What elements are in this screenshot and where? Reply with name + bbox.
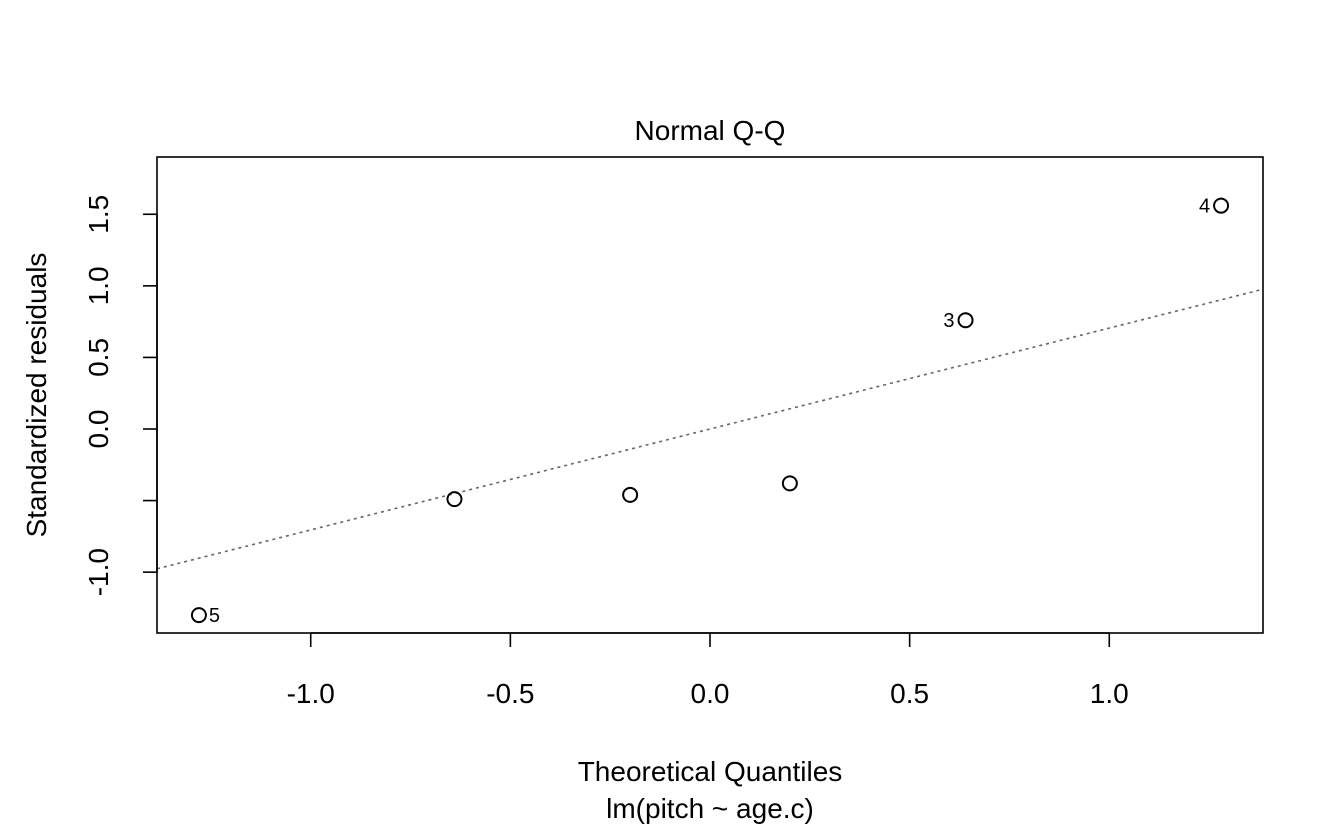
x-tick-label: 0.5 xyxy=(890,678,929,709)
x-tick-label: -0.5 xyxy=(486,678,534,709)
x-tick-label: 0.0 xyxy=(691,678,730,709)
y-axis-title: Standardized residuals xyxy=(21,253,52,538)
y-tick-label: 0.5 xyxy=(83,338,114,377)
x-tick-label: -1.0 xyxy=(287,678,335,709)
x-tick-label: 1.0 xyxy=(1090,678,1129,709)
y-tick-label: -1.0 xyxy=(83,548,114,596)
qq-point xyxy=(622,486,639,503)
qq-reference-line xyxy=(156,288,1264,570)
point-id-label: 3 xyxy=(943,310,954,332)
x-axis-title: Theoretical Quantiles xyxy=(578,756,843,787)
qq-point xyxy=(1213,197,1230,214)
y-tick-label: 1.0 xyxy=(83,266,114,305)
point-id-label: 5 xyxy=(209,605,220,627)
chart-title: Normal Q-Q xyxy=(635,115,786,146)
model-formula-subtitle: lm(pitch ~ age.c) xyxy=(606,793,814,824)
y-tick-label: 1.5 xyxy=(83,195,114,234)
qq-point xyxy=(446,491,463,508)
plot-area-frame xyxy=(156,156,1264,634)
qq-point xyxy=(957,312,974,329)
y-tick-label: 0.0 xyxy=(83,410,114,449)
point-id-label: 4 xyxy=(1199,196,1210,218)
qq-point xyxy=(781,475,798,492)
qq-point xyxy=(190,607,207,624)
